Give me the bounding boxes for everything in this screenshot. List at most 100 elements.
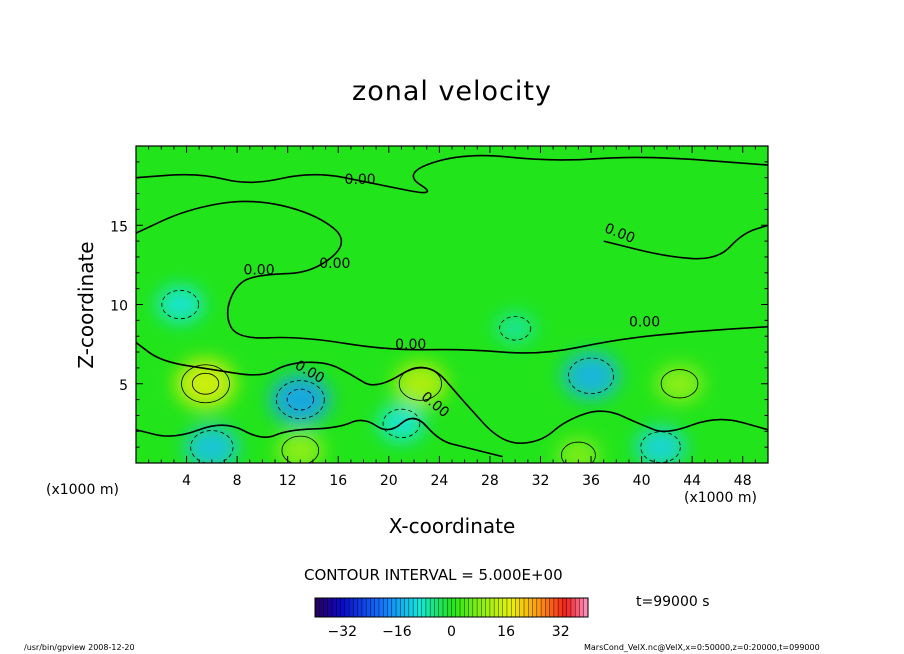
negative-contour — [275, 380, 325, 420]
contour-label: 0.00 — [319, 256, 350, 272]
colorbar-segment — [528, 598, 534, 617]
colorbar-tick-label: 0 — [447, 624, 456, 640]
positive-contour — [181, 364, 230, 404]
colorbar-segment — [489, 598, 495, 617]
colorbar-segment — [583, 598, 589, 617]
colorbar-tick-label: 16 — [497, 624, 515, 640]
field-feature — [494, 312, 536, 345]
colorbar-segment — [332, 598, 337, 617]
negative-contour — [568, 357, 615, 395]
x-axis-label: X-coordinate — [388, 514, 516, 538]
colorbar-segment — [434, 598, 440, 617]
colorbar-segment — [570, 598, 576, 617]
colorbar-segment — [323, 598, 329, 617]
colorbar-segment — [344, 598, 350, 617]
colorbar-segment — [396, 598, 401, 617]
zero-contour — [136, 417, 503, 458]
negative-contour — [161, 289, 200, 320]
contour-label: 0.00 — [629, 315, 660, 331]
colorbar-segment — [468, 598, 474, 617]
colorbar-segment — [485, 598, 491, 617]
colorbar-segment — [460, 598, 465, 617]
colorbar-segment — [319, 598, 325, 617]
colorbar-segment — [532, 598, 538, 617]
contour-label: 0.00 — [395, 337, 426, 353]
colorbar-segment — [417, 598, 423, 617]
field-feature — [270, 374, 331, 425]
colorbar-tick-label: −32 — [328, 624, 358, 640]
footer-right: MarsCond_VelX.nc@VelX,x=0:50000,z=0:2000… — [584, 643, 820, 652]
x-tick-label: 16 — [329, 473, 347, 489]
x-tick-label: 32 — [532, 473, 550, 489]
zero-contour — [136, 341, 768, 444]
field-feature — [393, 361, 448, 406]
contour-interval-label: CONTOUR INTERVAL = 5.000E+00 — [304, 566, 563, 584]
x-tick-label: 44 — [683, 473, 701, 489]
positive-contour — [191, 372, 220, 395]
x-tick-label: 24 — [430, 473, 448, 489]
negative-contour — [382, 408, 421, 438]
positive-contour — [281, 435, 320, 463]
colorbar-segment — [519, 598, 525, 617]
colorbar-segment — [430, 598, 436, 617]
colorbar-segment — [472, 598, 478, 617]
colorbar: −32 −16 0 16 32 — [314, 597, 589, 640]
colorbar-segment — [549, 598, 555, 617]
colorbar-segment — [558, 598, 564, 617]
colorbar-segment — [545, 598, 551, 617]
field-feature — [175, 358, 236, 409]
field-feature — [562, 352, 620, 400]
colorbar-segment — [498, 598, 504, 617]
colorbar-segment — [408, 598, 414, 617]
colorbar-segment — [455, 598, 461, 617]
contour-label: 0.00 — [345, 172, 376, 188]
x-axis-unit: (x1000 m) — [684, 490, 757, 506]
field-feature — [556, 437, 601, 463]
colorbar-segment — [451, 598, 457, 617]
zero-contour — [603, 224, 768, 260]
colorbar-segment — [579, 598, 585, 617]
colorbar-segment — [370, 598, 376, 617]
colorbar-segment — [566, 598, 572, 617]
field-feature — [185, 425, 239, 463]
colorbar-segment — [481, 598, 487, 617]
negative-contour — [286, 388, 314, 411]
colorbar-segment — [400, 598, 406, 617]
field-feature — [156, 285, 204, 324]
colorbar-segment — [447, 598, 453, 617]
colorbar-segment — [413, 598, 418, 617]
colorbar-segment — [438, 598, 444, 617]
y-tick-label: 5 — [119, 378, 128, 394]
zero-contour — [136, 154, 768, 194]
time-label: t=99000 s — [636, 594, 710, 610]
colorbar-tick-label: 32 — [552, 624, 570, 640]
colorbar-segment — [349, 598, 354, 617]
field-feature — [655, 364, 704, 403]
y-tick-label: 15 — [110, 219, 128, 235]
colorbar-segment — [387, 598, 393, 617]
colorbar-segment — [327, 598, 333, 617]
colorbar-segment — [361, 598, 367, 617]
y-axis-unit: (x1000 m) — [46, 482, 119, 498]
colorbar-segment — [575, 598, 581, 617]
colorbar-segment — [502, 598, 508, 617]
x-tick-label: 28 — [481, 473, 499, 489]
y-axis-label: Z-coordinate — [74, 241, 98, 369]
x-tick-label: 12 — [279, 473, 297, 489]
colorbar-segment — [374, 598, 380, 617]
contour-label: 0.00 — [243, 262, 274, 278]
y-tick-label: 10 — [110, 299, 128, 315]
colorbar-segment — [340, 598, 346, 617]
colorbar-segment — [366, 598, 372, 617]
colorbar-segment — [404, 598, 410, 617]
colorbar-segment — [536, 598, 542, 617]
x-tick-label: 48 — [734, 473, 752, 489]
x-tick-label: 36 — [582, 473, 600, 489]
colorbar-segment — [477, 598, 482, 617]
colorbar-segment — [442, 598, 448, 617]
positive-contour — [561, 441, 596, 463]
chart-title: zonal velocity — [352, 76, 552, 107]
colorbar-segment — [357, 598, 363, 617]
colorbar-segment — [353, 598, 359, 617]
